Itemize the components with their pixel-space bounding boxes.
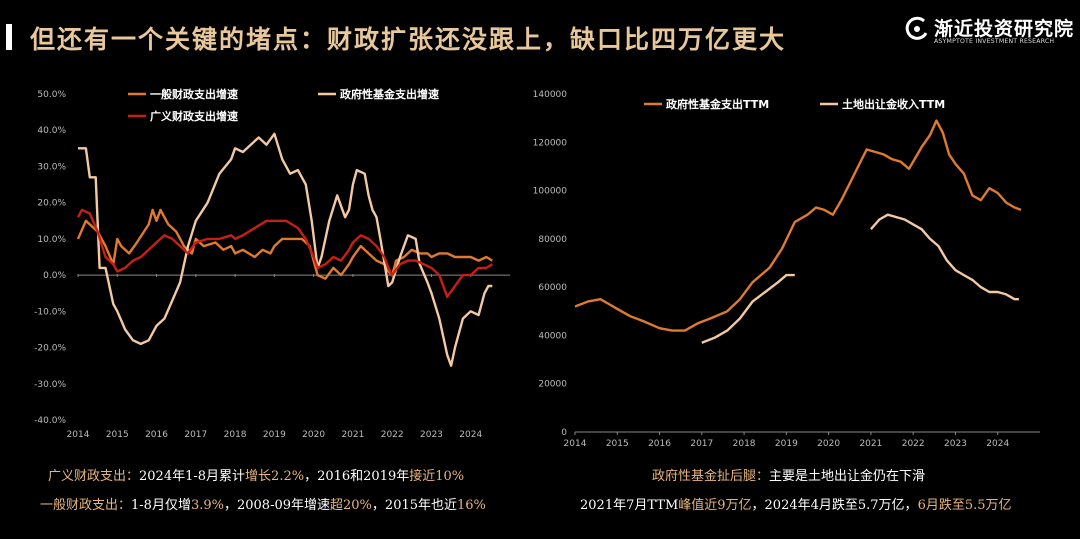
series-line-0 [574, 119, 1022, 332]
x-tick-label: 2021 [341, 430, 364, 440]
legend-label: 政府性基金支出TTM [666, 97, 769, 111]
y-tick-label: 140000 [533, 90, 568, 100]
logo-mark-icon [905, 16, 928, 40]
series-line-1 [78, 132, 493, 367]
y-tick-label: -10.0% [34, 307, 66, 317]
caption-segment: 6月跌至5.5万亿 [917, 498, 1012, 513]
legend-label: 政府性基金支出增速 [340, 87, 439, 101]
x-tick-label: 2024 [986, 439, 1009, 449]
caption-segment: 超20% [330, 498, 372, 513]
caption-segment: 2021年7月TTM [580, 498, 679, 513]
x-tick-label: 2019 [263, 430, 286, 440]
y-tick-label: 40000 [538, 331, 567, 341]
caption-left-2: 一般财政支出：1-8月仅增3.9%，2008-09年增速超20%，2015年也近… [40, 494, 486, 513]
logo-subtitle: ASYMPTOTE INVESTMENT RESEARCH [934, 38, 1055, 45]
y-tick-label: 120000 [533, 138, 568, 148]
series-line-2 [76, 208, 493, 298]
caption-segment: 3.9% [190, 498, 224, 513]
y-tick-label: -40.0% [34, 416, 66, 426]
caption-segment: 1-8月仅增 [131, 498, 191, 513]
y-tick-label: -20.0% [34, 344, 66, 354]
y-tick-label: 10.0% [37, 235, 66, 245]
x-tick-label: 2018 [224, 430, 247, 440]
caption-segment: 16% [457, 498, 486, 513]
legend-label: 土地出让金收入TTM [842, 97, 945, 111]
series-line-1 [701, 213, 1019, 344]
x-tick-label: 2020 [302, 430, 325, 440]
x-tick-label: 2018 [733, 439, 756, 449]
caption-right-1: 政府性基金扯后腿：主要是土地出让金仍在下滑 [652, 465, 925, 484]
x-tick-label: 2016 [648, 439, 671, 449]
left-chart: 50.0% 40.0% 30.0% 20.0% 10.0% 0.0% -10.0% -20.0… [34, 87, 510, 440]
brand-logo: 渐近投资研究院 ASYMPTOTE INVESTMENT RESEARCH [904, 14, 1074, 48]
y-tick-label: -30.0% [34, 380, 66, 390]
caption-segment: 一般财政支出： [40, 498, 132, 513]
x-tick-label: 2015 [606, 439, 629, 449]
x-tick-label: 2023 [944, 439, 967, 449]
page-title: 但还有一个关键的堵点：财政扩张还没跟上，缺口比四万亿更大 [30, 25, 787, 54]
caption-right-2: 2021年7月TTM峰值近9万亿，2024年4月跌至5.7万亿，6月跌至5.5万… [580, 494, 1012, 513]
caption-left-1: 广义财政支出：2024年1-8月累计增长2.2%，2016和2019年接近10% [48, 465, 464, 484]
y-tick-label: 30.0% [37, 162, 66, 172]
x-tick-label: 2014 [67, 430, 90, 440]
y-tick-label: 60000 [538, 283, 567, 293]
right-chart: 1400001200001000008000060000400002000002… [533, 90, 1040, 449]
caption-segment: ，2024年4月跌至5.7万亿， [751, 498, 918, 513]
x-tick-label: 2017 [184, 430, 207, 440]
y-tick-label: 40.0% [37, 126, 66, 136]
x-tick-label: 2022 [902, 439, 925, 449]
x-tick-label: 2015 [106, 430, 129, 440]
y-tick-label: 80000 [538, 235, 567, 245]
y-tick-label: 100000 [533, 187, 568, 197]
x-tick-label: 2024 [459, 430, 482, 440]
x-tick-label: 2016 [145, 430, 168, 440]
legend-label: 广义财政支出增速 [150, 109, 238, 123]
caption-segment: 2024年1-8月累计 [139, 469, 246, 484]
y-tick-label: 20.0% [37, 199, 66, 209]
y-tick-label: 0 [561, 428, 567, 438]
caption-segment: 增长2.2% [245, 469, 305, 484]
y-tick-label: 20000 [538, 380, 567, 390]
x-tick-label: 2023 [420, 430, 443, 440]
series-line-0 [76, 208, 493, 280]
caption-segment: ，2008-09年增速 [223, 498, 331, 513]
y-tick-label: 50.0% [37, 90, 66, 100]
caption-segment: 接近10% [409, 469, 465, 484]
x-tick-label: 2019 [775, 439, 798, 449]
x-tick-label: 2022 [381, 430, 404, 440]
x-tick-label: 2021 [859, 439, 882, 449]
caption-segment: 峰值近9万亿 [678, 498, 752, 513]
title-accent-bar [6, 24, 12, 50]
y-tick-label: 0.0% [43, 271, 66, 281]
caption-segment: 广义财政支出： [48, 469, 140, 484]
caption-segment: 政府性基金扯后腿： [652, 469, 770, 484]
caption-segment: ，2016和2019年 [304, 469, 410, 484]
x-tick-label: 2020 [817, 439, 840, 449]
x-tick-label: 2017 [690, 439, 713, 449]
logo-name: 渐近投资研究院 [934, 18, 1075, 40]
x-tick-label: 2014 [564, 439, 587, 449]
caption-segment: 主要是土地出让金仍在下滑 [769, 469, 926, 484]
legend-label: 一般财政支出增速 [150, 87, 238, 101]
caption-segment: ，2015年也近 [371, 498, 458, 513]
